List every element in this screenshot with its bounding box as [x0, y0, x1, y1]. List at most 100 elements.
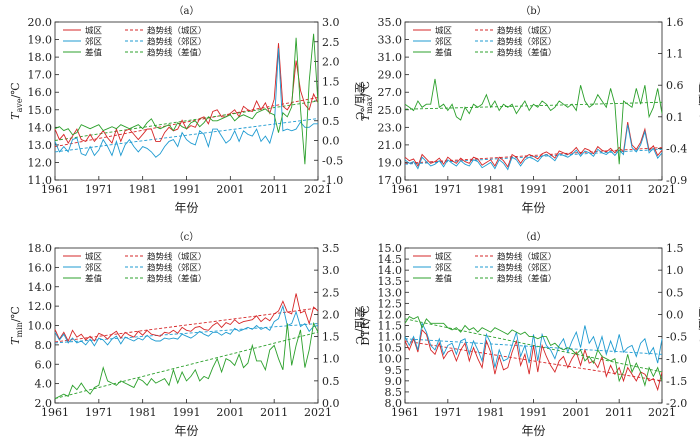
ytick-label-left-c: 10.0	[28, 320, 53, 333]
ytick-label-left-a: 14.0	[28, 121, 53, 134]
ytick-label-right-b: 1.6	[666, 16, 684, 29]
xtick-label-d: 1961	[391, 406, 419, 419]
xtick-label-b: 1981	[477, 183, 505, 196]
ytick-label-left-c: 6.0	[35, 358, 53, 371]
xtick-label-a: 2021	[304, 183, 332, 196]
ytick-label-left-c: 16.0	[28, 261, 53, 274]
ytick-label-left-d: 8.5	[385, 386, 403, 399]
ylabel-right-d: 差值/℃	[697, 306, 700, 344]
xtick-label-c: 1961	[41, 406, 69, 419]
series-line-b-urban	[404, 122, 663, 168]
trend-line-a-2	[54, 100, 319, 141]
legend-label-trend-c: 趋势线（郊区）	[147, 263, 207, 274]
xtick-label-a: 1981	[129, 183, 157, 196]
ytick-label-left-b: 17.0	[378, 174, 403, 187]
series-line-a-suburb	[54, 48, 318, 158]
ytick-label-right-b: 0.1	[666, 111, 684, 124]
xtick-label-b: 1961	[391, 183, 419, 196]
ytick-label-left-c: 14.0	[28, 281, 53, 294]
series-line-a-diff	[54, 33, 319, 165]
ytick-label-left-b: 31.0	[378, 51, 403, 64]
ytick-label-right-b: -0.9	[666, 174, 687, 187]
ylabel-right-c: 差值/℃	[353, 306, 367, 344]
panel-label-d: （d）	[520, 231, 546, 243]
series-line-d-urban	[404, 328, 663, 392]
legend-label-c: 郊区	[85, 263, 103, 274]
legend-label-trend-d: 趋势线（差值）	[497, 274, 557, 285]
ytick-label-left-d: 12.5	[378, 297, 403, 310]
xtick-label-c: 2001	[216, 406, 244, 419]
ytick-label-left-b: 27.0	[378, 86, 403, 99]
ytick-label-left-d: 10.0	[378, 353, 403, 366]
ytick-label-left-a: 17.0	[28, 69, 53, 82]
trend-line-c-2	[54, 331, 319, 400]
ylabel-right-b: 差值/℃	[697, 82, 700, 120]
ytick-label-right-a: 1.0	[322, 95, 340, 108]
ytick-label-left-d: 12.0	[378, 308, 403, 321]
ytick-label-left-d: 14.5	[378, 253, 403, 266]
trend-line-a-0	[54, 97, 319, 148]
legend-label-a: 差值	[85, 48, 103, 59]
series-line-b-suburb	[404, 124, 663, 171]
ytick-label-left-c: 2.0	[35, 397, 53, 410]
legend-label-trend-c: 趋势线（城区）	[147, 252, 207, 263]
legend-label-d: 城区	[435, 253, 453, 263]
panel-label-a: （a）	[174, 5, 200, 17]
ytick-label-left-a: 15.0	[28, 104, 53, 117]
xtick-label-a: 1971	[85, 183, 113, 196]
ytick-label-right-c: 0.0	[322, 397, 340, 410]
ytick-label-left-c: 12.0	[28, 300, 53, 313]
legend-label-b: 郊区	[435, 37, 453, 48]
ytick-label-right-d: -2.0	[666, 397, 687, 410]
ylabel-right-a: 差值/℃	[353, 82, 367, 120]
ytick-label-right-c: 2.5	[322, 286, 340, 299]
xtick-label-c: 2011	[260, 406, 288, 419]
legend-label-a: 城区	[85, 27, 103, 37]
ytick-label-right-b: 0.6	[666, 79, 684, 92]
ytick-label-right-c: 1.5	[322, 331, 340, 344]
legend-label-c: 差值	[85, 274, 103, 285]
ytick-label-left-d: 11.0	[378, 331, 403, 344]
legend-label-d: 差值	[435, 274, 453, 285]
trend-line-c-0	[54, 307, 319, 343]
xtick-label-c: 1991	[173, 406, 201, 419]
ytick-label-right-b: 1.1	[666, 48, 684, 61]
trend-line-c-1	[54, 323, 319, 344]
ytick-label-right-a: 1.5	[322, 75, 340, 88]
legend-label-trend-d: 趋势线（城区）	[497, 252, 557, 263]
ytick-label-left-a: 13.0	[28, 139, 53, 152]
ytick-label-left-d: 13.5	[378, 275, 403, 288]
ytick-label-right-d: 0.0	[666, 308, 684, 321]
ytick-label-left-a: 11.0	[28, 174, 53, 187]
legend-label-b: 差值	[435, 48, 453, 59]
legend-label-d: 郊区	[435, 263, 453, 274]
panel-d: （d）8.08.59.09.510.010.511.011.512.012.51…	[359, 231, 700, 438]
panel-a: （a） 11.0 12.0 13.0 14.0 15.0 16.0 17.0 18.0 19.0 2…	[9, 5, 367, 215]
ytick-label-left-b: 21.0	[378, 139, 403, 152]
ytick-label-right-a: 2.5	[322, 36, 340, 49]
xtick-label-d: 2011	[605, 406, 633, 419]
xlabel-c: 年份	[174, 424, 198, 438]
xtick-label-a: 1991	[173, 183, 201, 196]
ytick-label-right-a: 3.0	[322, 16, 340, 29]
ytick-label-left-b: 23.0	[378, 121, 403, 134]
ytick-label-left-a: 18.0	[28, 51, 53, 64]
ytick-label-right-a: 0.5	[322, 115, 340, 128]
xtick-label-b: 1971	[434, 183, 462, 196]
xtick-label-a: 2001	[216, 183, 244, 196]
xtick-label-a: 2011	[260, 183, 288, 196]
ytick-label-left-c: 4.0	[35, 378, 53, 391]
legend-label-trend-a: 趋势线（郊区）	[147, 37, 207, 48]
legend-label-trend-b: 趋势线（郊区）	[497, 37, 557, 48]
ytick-label-left-c: 18.0	[28, 242, 53, 255]
ytick-label-left-d: 15.0	[378, 242, 403, 255]
ytick-label-right-d: -1.5	[666, 375, 687, 388]
xtick-label-c: 2021	[304, 406, 332, 419]
ytick-label-right-d: 0.5	[666, 286, 684, 299]
xtick-label-d: 1981	[477, 406, 505, 419]
ylabel-left-c: Tmin/℃	[9, 306, 24, 345]
xtick-label-a: 1961	[41, 183, 69, 196]
series-line-c-urban	[54, 293, 319, 343]
legend-label-trend-a: 趋势线（差值）	[147, 48, 207, 59]
